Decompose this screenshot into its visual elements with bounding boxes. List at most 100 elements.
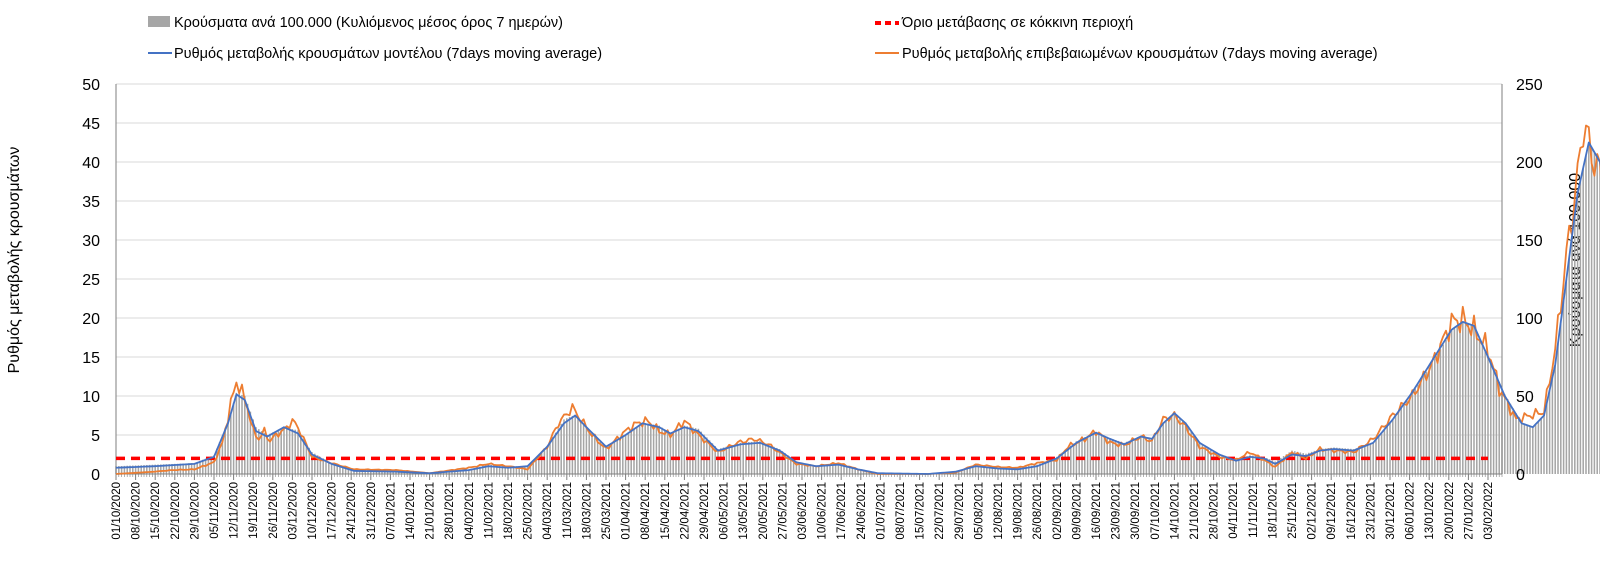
bar <box>1274 461 1276 474</box>
bar <box>1459 324 1461 474</box>
x-tick-label: 05/08/2021 <box>973 482 985 540</box>
bar <box>316 455 319 474</box>
bar <box>168 464 170 474</box>
bar <box>1221 454 1223 474</box>
x-tick-label: 18/02/2021 <box>503 482 515 540</box>
line-series <box>115 124 1600 475</box>
bar <box>260 431 263 474</box>
bar <box>1380 432 1383 474</box>
bar <box>980 466 982 474</box>
bar <box>1473 325 1475 474</box>
bar <box>1176 415 1178 474</box>
bar <box>171 463 173 474</box>
bar <box>1548 389 1551 474</box>
bar <box>1411 392 1414 474</box>
bar <box>1145 437 1148 474</box>
bar <box>1352 449 1355 474</box>
bar <box>1576 193 1579 474</box>
bar <box>1184 422 1187 474</box>
bar <box>1002 467 1005 474</box>
bar <box>350 468 352 474</box>
x-tick-label: 19/08/2021 <box>1013 482 1025 540</box>
bar <box>1218 453 1220 474</box>
bar <box>1324 448 1327 474</box>
x-tick-label: 17/12/2020 <box>327 482 339 540</box>
bar <box>546 445 548 474</box>
bar <box>686 426 688 474</box>
x-tick-label: 22/10/2020 <box>170 482 182 540</box>
bar <box>1372 442 1374 474</box>
bar <box>826 465 828 474</box>
bar <box>120 465 123 474</box>
bar <box>1484 350 1486 474</box>
bar <box>711 443 714 474</box>
bar <box>1019 467 1022 474</box>
bar <box>1534 424 1537 474</box>
bar <box>854 468 856 474</box>
bar <box>134 465 137 474</box>
bar <box>1551 377 1554 474</box>
bar <box>1490 363 1492 474</box>
bar <box>728 445 730 474</box>
bar <box>291 429 294 474</box>
bar <box>510 466 512 474</box>
bar <box>468 469 470 474</box>
bar <box>1308 452 1310 474</box>
bar <box>627 432 630 474</box>
bar <box>1232 458 1234 474</box>
bar <box>1453 328 1456 474</box>
bar <box>1588 143 1590 474</box>
bar <box>263 433 266 474</box>
x-tick-label: 24/12/2020 <box>346 482 358 540</box>
x-tick-label: 02/09/2021 <box>1052 482 1064 540</box>
bar <box>1072 443 1075 474</box>
bar <box>1050 459 1052 474</box>
bar <box>1448 335 1450 474</box>
bar <box>300 434 302 474</box>
bar <box>756 441 758 474</box>
x-tick-label: 19/11/2020 <box>248 482 260 539</box>
bar <box>806 464 809 474</box>
bar <box>272 432 274 474</box>
bar <box>1506 399 1509 474</box>
bar <box>1574 214 1576 474</box>
bar <box>493 465 495 474</box>
bar <box>633 428 635 474</box>
bar <box>778 449 781 474</box>
bar <box>641 422 644 474</box>
x-tick-label: 10/12/2020 <box>307 482 319 540</box>
bar <box>344 466 347 474</box>
bar <box>804 463 806 474</box>
bar <box>1478 338 1481 474</box>
bar <box>1109 438 1111 474</box>
bar <box>675 430 677 474</box>
bar <box>1084 437 1086 474</box>
bar <box>221 435 224 474</box>
bar <box>977 466 980 474</box>
bar <box>706 437 708 474</box>
bar <box>563 419 565 474</box>
bar <box>1509 403 1512 474</box>
bar <box>1403 404 1405 474</box>
bar <box>1515 413 1517 474</box>
bar <box>308 447 310 474</box>
bar <box>1215 452 1218 474</box>
bar <box>252 419 254 474</box>
confirmed-rate-line <box>115 124 1600 475</box>
bar <box>1095 431 1097 474</box>
bar <box>1596 157 1598 474</box>
bar <box>1476 332 1478 474</box>
bar <box>146 464 148 474</box>
bar <box>1092 433 1094 474</box>
bar <box>798 462 800 474</box>
bar <box>1266 458 1268 474</box>
bar <box>1336 447 1338 474</box>
bar <box>1414 388 1416 474</box>
bar <box>487 464 490 474</box>
bar <box>1173 413 1176 474</box>
bar <box>1529 426 1531 474</box>
bar <box>1565 279 1568 474</box>
bar <box>188 463 190 474</box>
bar <box>176 463 179 474</box>
bar <box>1341 448 1344 474</box>
